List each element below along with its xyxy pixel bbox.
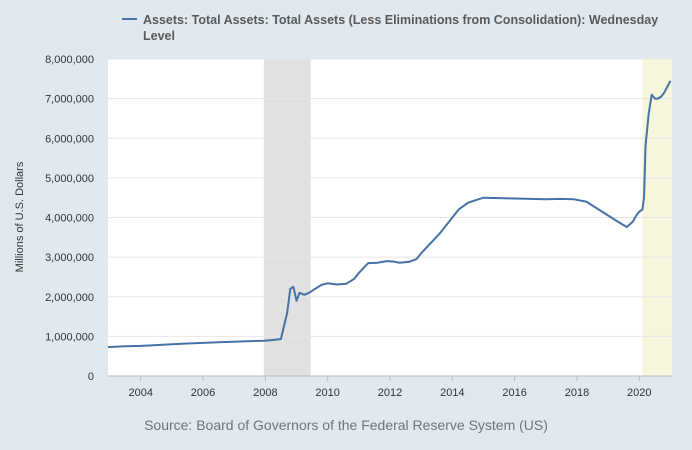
y-tick-label: 8,000,000 (45, 54, 94, 66)
x-tick-label: 2004 (128, 387, 152, 399)
x-tick-label: 2020 (627, 387, 651, 399)
y-axis-title: Millions of U.S. Dollars (14, 161, 26, 272)
series-line (107, 80, 672, 349)
legend-swatch (122, 18, 137, 20)
legend-label: Assets: Total Assets: Total Assets (Less… (143, 13, 659, 43)
x-tick-label: 2012 (378, 387, 402, 399)
y-tick-label: 7,000,000 (45, 94, 94, 106)
x-tick-label: 2018 (565, 387, 589, 399)
y-tick-label: 3,000,000 (45, 252, 94, 264)
y-tick-label: 6,000,000 (45, 133, 94, 145)
source-note: Source: Board of Governors of the Federa… (144, 417, 548, 433)
y-tick-label: 2,000,000 (45, 292, 94, 304)
x-tick-label: 2016 (502, 387, 526, 399)
x-tick-label: 2010 (315, 387, 339, 399)
legend: Assets: Total Assets: Total Assets (Less… (122, 12, 663, 44)
x-tick-label: 2006 (191, 387, 215, 399)
y-tick-label: 4,000,000 (45, 213, 94, 225)
y-tick-label: 0 (88, 371, 94, 383)
y-tick-label: 1,000,000 (45, 331, 94, 343)
x-tick-label: 2014 (440, 387, 464, 399)
x-tick-label: 2008 (253, 387, 277, 399)
y-tick-label: 5,000,000 (45, 173, 94, 185)
